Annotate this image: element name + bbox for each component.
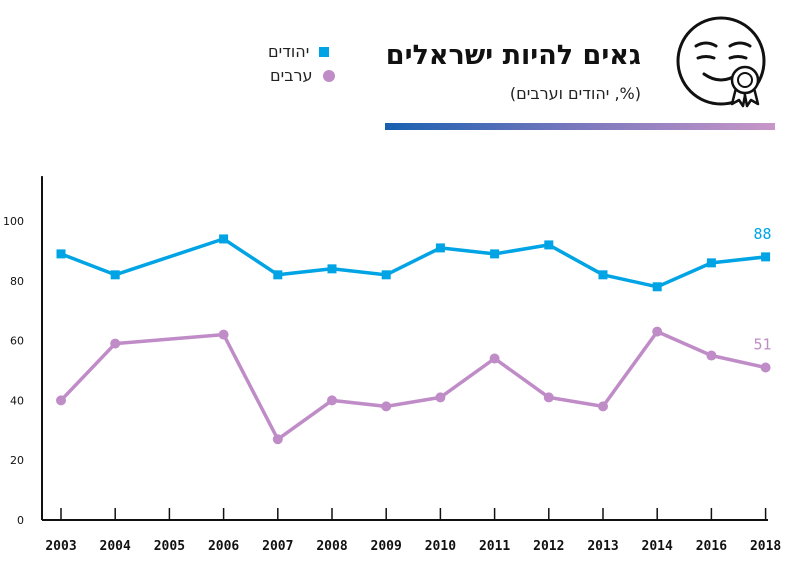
data-point — [381, 401, 392, 412]
data-point — [327, 395, 337, 406]
data-point — [489, 353, 500, 364]
data-point — [218, 329, 229, 340]
x-tick-label: 2014 — [642, 539, 673, 554]
x-tick-label: 2009 — [371, 539, 402, 554]
y-tick-label: 20 — [10, 454, 24, 467]
legend-item-jews: יהודים — [268, 42, 330, 61]
x-tick-label: 2018 — [750, 539, 781, 554]
data-point — [435, 243, 445, 253]
chart-title: גאים להיות ישראלים — [385, 40, 641, 71]
data-point — [272, 434, 283, 445]
data-point — [543, 392, 554, 403]
data-point — [598, 401, 608, 412]
legend-label-jews: יהודים — [268, 42, 310, 61]
x-tick-label: 2004 — [100, 539, 131, 554]
data-point — [761, 252, 771, 262]
x-tick-label: 2013 — [587, 539, 618, 554]
series-line-jews — [59, 237, 768, 289]
data-point — [706, 258, 716, 268]
legend-circle-marker — [322, 69, 335, 82]
y-tick-label: 100 — [3, 215, 24, 228]
data-point — [760, 362, 771, 373]
y-tick-label: 0 — [17, 514, 24, 527]
data-point — [435, 392, 446, 403]
x-tick-label: 2011 — [479, 539, 510, 554]
chart-subtitle: (%, יהודים וערבים) — [509, 84, 641, 103]
data-point — [652, 282, 662, 292]
y-tick-label: 60 — [10, 335, 24, 348]
x-tick-label: 2007 — [262, 539, 293, 554]
data-point — [652, 326, 663, 337]
data-point — [110, 338, 121, 349]
data-point — [490, 249, 500, 259]
legend-label-arabs: ערבים — [270, 66, 313, 85]
legend-item-arabs: ערבים — [270, 66, 335, 85]
data-point — [327, 264, 337, 274]
data-point — [110, 270, 120, 280]
y-tick-label: 80 — [10, 275, 24, 288]
data-point — [706, 350, 717, 361]
series-line-arabs — [59, 329, 768, 442]
legend-square-marker — [319, 46, 330, 57]
x-tick-label: 2008 — [316, 539, 347, 554]
data-point — [56, 249, 66, 259]
data-point — [381, 270, 391, 280]
x-tick-label: 2006 — [208, 539, 239, 554]
smiling-face-with-medal-icon — [676, 16, 766, 108]
x-tick-label: 2012 — [533, 539, 564, 554]
end-value-label: 51 — [754, 336, 772, 354]
y-tick-label: 40 — [10, 394, 24, 407]
x-tick-label: 2016 — [696, 539, 727, 554]
data-point — [598, 270, 608, 280]
end-value-label: 88 — [754, 225, 772, 243]
x-tick-label: 2010 — [425, 539, 456, 554]
data-point — [56, 395, 66, 406]
x-tick-label: 2003 — [45, 539, 76, 554]
data-point — [219, 234, 229, 244]
x-tick-label: 2005 — [154, 539, 185, 554]
title-underline-gradient — [385, 123, 775, 130]
data-point — [273, 270, 283, 280]
data-point — [544, 240, 554, 250]
